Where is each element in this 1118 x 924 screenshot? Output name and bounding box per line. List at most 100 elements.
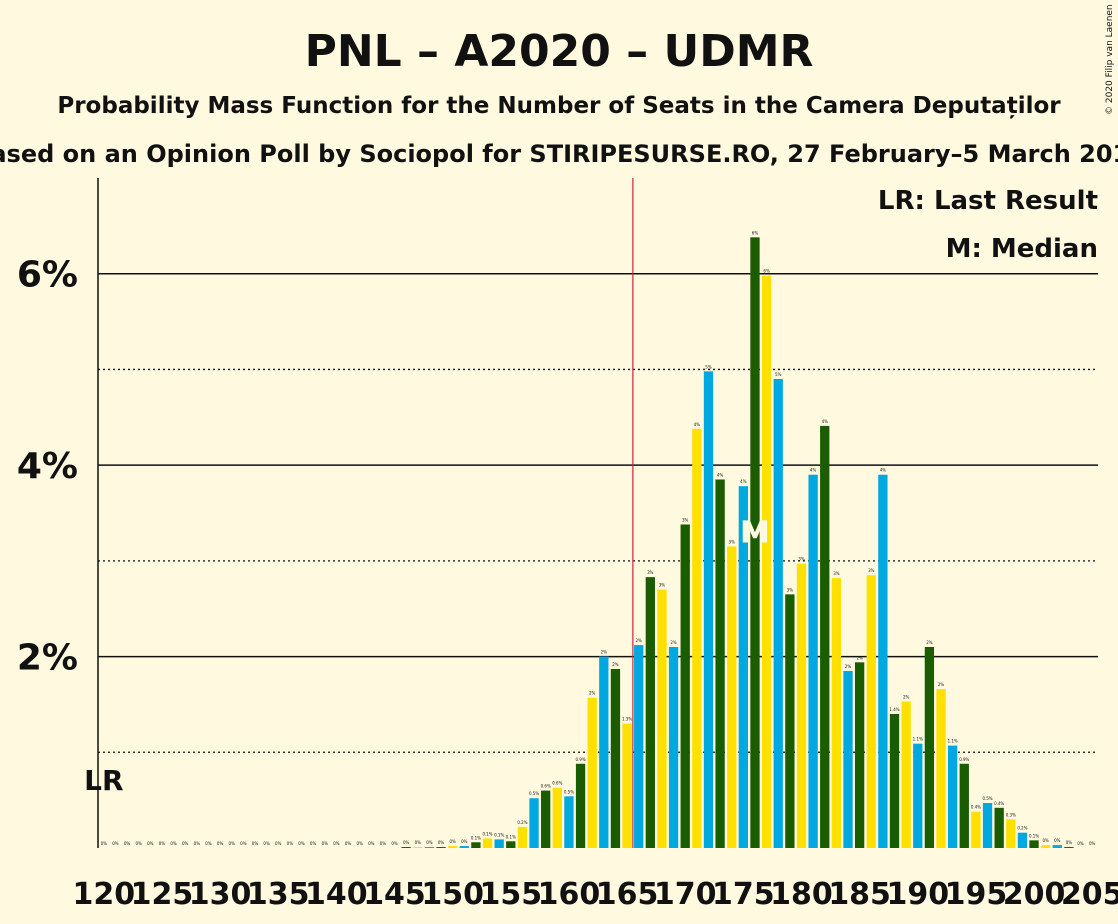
value-label: 0% (1066, 840, 1073, 845)
value-label: 0% (415, 840, 422, 845)
copyright: © 2020 Filip van Laenen (1105, 4, 1115, 115)
x-tick-label: 175 (712, 877, 775, 912)
value-label: 0.2% (517, 820, 527, 825)
bar (1017, 832, 1028, 848)
x-tick-label: 125 (131, 877, 194, 912)
value-label: 0% (252, 841, 259, 846)
bar (982, 803, 993, 848)
bar (413, 847, 423, 848)
value-label: 0% (426, 840, 433, 845)
y-tick-label: 6% (17, 255, 78, 296)
value-label: 3% (868, 568, 875, 573)
x-tick-label: 120 (73, 877, 136, 912)
value-label: 0% (263, 841, 270, 846)
value-label: 0% (403, 840, 410, 845)
value-label: 0.1% (494, 832, 504, 837)
value-label: 3% (647, 570, 654, 575)
bar (436, 847, 446, 848)
value-label: 3% (787, 587, 794, 592)
value-label: 0% (170, 841, 177, 846)
bar (994, 807, 1004, 848)
bar (773, 379, 783, 848)
value-label: 0.5% (564, 789, 574, 794)
value-label: 0% (124, 841, 131, 846)
bar (680, 524, 690, 848)
value-label: 0.1% (471, 835, 481, 840)
bar (529, 798, 539, 848)
bar (808, 474, 818, 848)
bar (424, 847, 435, 848)
value-label: 0.9% (575, 757, 585, 762)
bar (622, 723, 632, 848)
value-label: 0.4% (994, 801, 1004, 806)
value-label: 0% (205, 841, 212, 846)
bar (448, 846, 458, 848)
value-label: 3% (798, 557, 805, 562)
value-label: 0% (1077, 841, 1084, 846)
value-label: 0% (287, 841, 294, 846)
bar (738, 486, 748, 848)
bar (692, 428, 702, 848)
value-label: 1.1% (913, 737, 923, 742)
bar (517, 826, 528, 848)
x-tick-label: 205 (1061, 877, 1118, 912)
value-label: 0% (345, 841, 352, 846)
value-label: 0% (438, 840, 445, 845)
bar (715, 479, 725, 848)
bar (878, 474, 888, 848)
value-label: 3% (729, 540, 736, 545)
bar (1029, 840, 1039, 848)
x-tick-label: 185 (828, 877, 891, 912)
value-label: 0% (368, 841, 375, 846)
bar (820, 425, 830, 848)
value-label: 0.1% (506, 834, 516, 839)
value-label: 2% (926, 640, 933, 645)
bar (459, 846, 469, 848)
value-label: 3% (659, 583, 666, 588)
bar (703, 371, 714, 848)
value-label: 0.1% (482, 831, 492, 836)
value-label: 0% (1042, 838, 1049, 843)
x-tick-label: 145 (363, 877, 426, 912)
x-tick-label: 190 (886, 877, 949, 912)
value-label: 2% (903, 695, 910, 700)
bar (866, 575, 876, 848)
value-label: 1.3% (622, 717, 632, 722)
x-tick-label: 130 (189, 877, 252, 912)
x-tick-label: 170 (654, 877, 717, 912)
chart-subtitle: Based on an Opinion Poll by Sociopol for… (0, 140, 1118, 168)
chart-subtitle: Probability Mass Function for the Number… (57, 93, 1061, 119)
value-label: 0.2% (1017, 826, 1027, 831)
value-label: 0% (182, 841, 189, 846)
value-label: 0% (101, 841, 108, 846)
value-label: 0% (136, 841, 143, 846)
x-tick-label: 155 (479, 877, 542, 912)
value-label: 0% (380, 841, 387, 846)
bar (471, 842, 481, 848)
value-label: 1.4% (889, 707, 899, 712)
bar (1041, 845, 1051, 848)
y-tick-label: 4% (17, 446, 78, 487)
value-label: 0% (322, 841, 329, 846)
x-tick-label: 140 (305, 877, 368, 912)
x-tick-label: 165 (596, 877, 659, 912)
y-tick-label: 2% (17, 638, 78, 679)
value-label: 0% (159, 841, 166, 846)
bar (599, 656, 609, 848)
bar (854, 662, 865, 848)
x-tick-label: 135 (247, 877, 310, 912)
value-label: 2% (589, 691, 596, 696)
value-label: 0% (356, 841, 363, 846)
value-label: 0% (449, 839, 456, 844)
median-label: M (740, 516, 770, 551)
bar (634, 645, 644, 848)
value-label: 0% (275, 841, 282, 846)
bar (645, 577, 655, 848)
bar (796, 563, 807, 848)
value-label: 2% (845, 664, 852, 669)
value-label: 6% (763, 269, 770, 274)
value-label: 0.4% (971, 805, 981, 810)
value-label: 0% (147, 841, 154, 846)
bar (575, 763, 586, 848)
